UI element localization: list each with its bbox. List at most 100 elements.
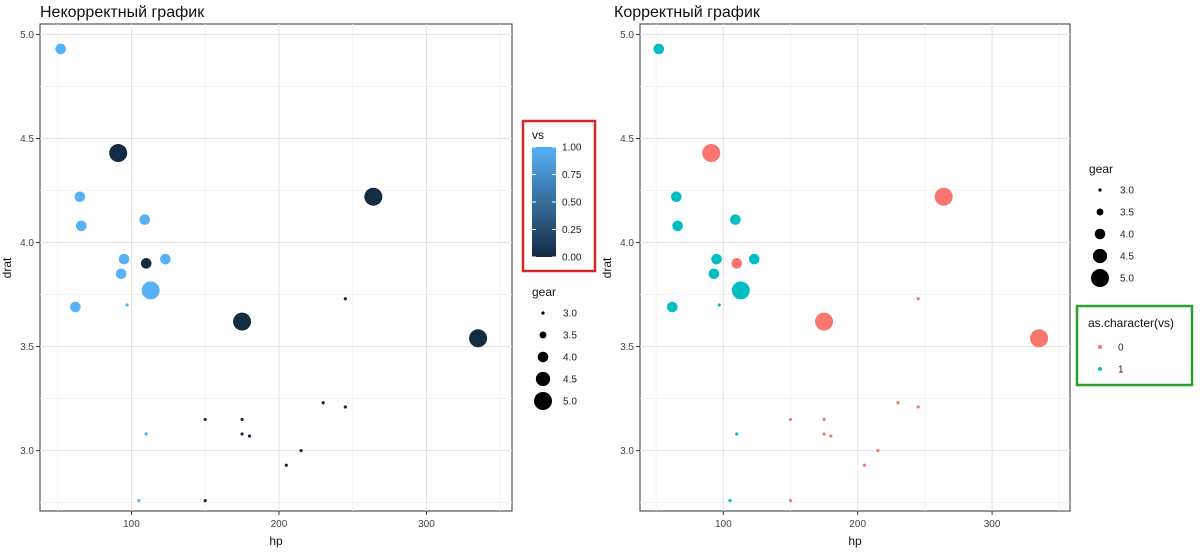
data-point (203, 417, 207, 422)
data-point (321, 401, 325, 405)
colorbar-label: 0.50 (562, 198, 582, 209)
data-point (140, 258, 152, 269)
data-point (76, 220, 87, 232)
data-point (711, 253, 722, 265)
y-tick-label: 3.5 (620, 342, 634, 353)
left-points (55, 43, 488, 503)
size-legend-key (535, 371, 551, 387)
data-point (1030, 329, 1049, 348)
right-color-legend-highlight (1075, 304, 1194, 387)
y-tick-label: 5.0 (20, 30, 34, 41)
data-point (653, 43, 665, 55)
size-legend-label: 5.0 (563, 397, 577, 408)
data-point (125, 303, 129, 307)
y-tick-label: 3.0 (20, 446, 34, 457)
data-point (702, 144, 721, 163)
data-point (233, 312, 252, 331)
right-points (653, 43, 1049, 503)
data-point (240, 417, 244, 422)
y-tick-label: 4.5 (20, 134, 34, 145)
right-x-axis-label: hp (848, 534, 862, 548)
y-tick-label: 4.0 (20, 238, 34, 249)
size-legend-label: 3.5 (563, 331, 577, 342)
data-point (240, 432, 244, 436)
right-y-axis-label: drat (600, 257, 614, 278)
data-point (70, 301, 81, 313)
size-legend-label: 4.5 (563, 375, 577, 386)
color-legend-key (1098, 367, 1102, 371)
x-tick-label: 100 (123, 519, 140, 530)
size-legend-key (1098, 188, 1102, 192)
right-plot: Корректный график 100 200 300 3.0 3.5 4.0 4.5… (600, 4, 1071, 548)
right-color-legend-title: as.character(vs) (1088, 316, 1174, 330)
right-color-legend: as.character(vs) 01 (1075, 304, 1194, 387)
data-point (916, 297, 920, 301)
data-point (788, 498, 793, 503)
size-legend-key (1092, 248, 1108, 264)
data-point (731, 281, 750, 300)
color-legend-label: 1 (1118, 365, 1124, 376)
data-point (735, 432, 739, 436)
data-point (822, 417, 826, 422)
data-point (876, 449, 880, 453)
left-y-axis-label: drat (0, 257, 14, 278)
data-point (118, 253, 130, 265)
data-point (862, 463, 867, 467)
size-legend-key (539, 331, 547, 339)
left-x-ticks: 100 200 300 (123, 511, 435, 530)
size-legend-key (541, 311, 545, 315)
colorbar-label: 1.00 (562, 143, 582, 154)
data-point (203, 498, 207, 503)
right-color-legend-keys: 01 (1098, 343, 1124, 376)
colorbar-label: 0.00 (562, 253, 582, 264)
data-point (160, 253, 171, 265)
size-legend-label: 3.5 (1120, 208, 1134, 219)
left-plot-panel (39, 23, 513, 512)
y-tick-label: 5.0 (620, 30, 634, 41)
left-size-legend: gear 3.0 3.5 4.0 4.5 5.0 (532, 285, 577, 410)
data-point (115, 268, 127, 280)
color-legend-key (1098, 345, 1102, 349)
size-legend-label: 4.0 (563, 353, 577, 364)
data-point (343, 297, 347, 301)
right-x-ticks: 100 200 300 (715, 511, 1001, 530)
right-y-ticks: 3.0 3.5 4.0 4.5 5.0 (620, 30, 640, 457)
left-color-legend-highlight (521, 119, 597, 273)
colorbar-label: 0.75 (562, 170, 582, 181)
left-y-ticks: 3.0 3.5 4.0 4.5 5.0 (20, 30, 40, 457)
right-size-legend-keys: 3.0 3.5 4.0 4.5 5.0 (1091, 186, 1134, 287)
x-tick-label: 100 (715, 519, 732, 530)
data-point (284, 463, 288, 467)
data-point (364, 187, 383, 206)
data-point (55, 43, 66, 55)
left-plot-title: Некорректный график (40, 4, 205, 21)
data-point (896, 401, 900, 405)
data-point (137, 498, 141, 503)
right-gridlines (640, 24, 1070, 511)
data-point (788, 417, 793, 422)
data-point (670, 191, 682, 203)
size-legend-label: 3.0 (1120, 186, 1134, 197)
left-size-legend-keys: 3.0 3.5 4.0 4.5 5.0 (534, 309, 577, 410)
right-plot-panel (639, 23, 1071, 512)
y-tick-label: 4.5 (620, 134, 634, 145)
x-tick-label: 300 (418, 519, 435, 530)
size-legend-label: 5.0 (1120, 274, 1134, 285)
right-plot-title: Корректный график (614, 4, 761, 21)
data-point (666, 301, 678, 313)
data-point (815, 312, 834, 331)
x-tick-label: 300 (984, 519, 1001, 530)
left-color-legend-title: vs (532, 128, 544, 142)
right-size-legend-title: gear (1089, 162, 1113, 176)
data-point (916, 405, 920, 409)
colorbar-label: 0.25 (562, 225, 582, 236)
data-point (708, 268, 720, 280)
data-point (141, 281, 160, 300)
data-point (934, 187, 953, 206)
size-legend-label: 4.5 (1120, 252, 1134, 263)
data-point (822, 432, 826, 436)
data-point (730, 214, 741, 225)
data-point (829, 434, 833, 438)
y-tick-label: 3.5 (20, 342, 34, 353)
